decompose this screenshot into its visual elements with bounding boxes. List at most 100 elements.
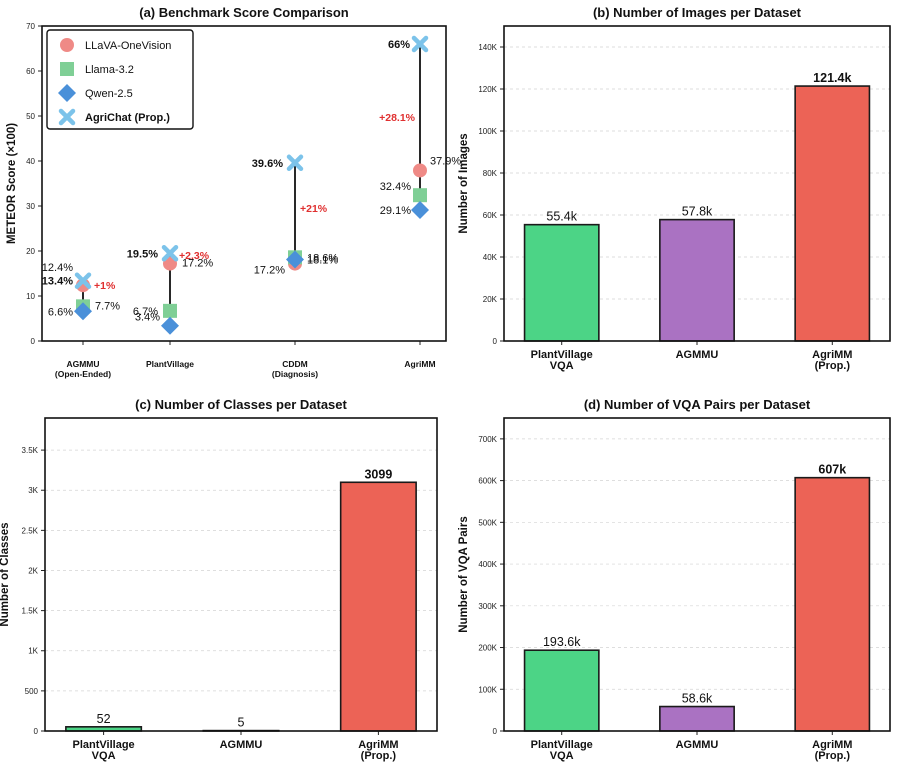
y-axis-label: Number of Classes (0, 522, 11, 626)
chart-title: (d) Number of VQA Pairs per Dataset (584, 397, 811, 412)
bar (523, 223, 600, 342)
delta-label: +28.1% (379, 112, 416, 124)
y-tick-label: 50 (26, 112, 35, 121)
y-tick-label: 10 (26, 292, 35, 301)
y-tick-label: 60 (26, 67, 35, 76)
bar-value-label: 607k (818, 463, 846, 477)
plot-frame (41, 25, 447, 342)
x-tick-label: CDDM (Diagnosis) (272, 359, 318, 379)
x-tick-label: AgriMM (404, 359, 435, 369)
value-label: 3.4% (135, 312, 160, 324)
x-marker-stroke (161, 245, 179, 262)
legend: LLaVA-OneVision Llama-3.2 Qwen-2.5 AgriChat… (46, 29, 194, 130)
plot-frame (503, 417, 891, 732)
value-label: 7.7% (95, 300, 120, 312)
bar-value-label: 52 (97, 712, 111, 726)
y-tick-label: 30 (26, 202, 35, 211)
y-axis-label: Number of Images (458, 133, 470, 233)
y-tick-label: 100K (478, 127, 497, 136)
y-tick-label: 600K (478, 477, 497, 486)
x-tick-label: PlantVillage VQA (73, 739, 135, 762)
value-label: 66% (388, 39, 410, 51)
y-tick-label: 60K (483, 211, 498, 220)
value-label: 17.2% (182, 258, 213, 270)
bar-value-label: 57.8k (682, 205, 713, 219)
point-square (163, 303, 177, 318)
y-tick-label: 300K (478, 602, 497, 611)
value-label: 32.4% (380, 181, 411, 193)
x-marker-stroke (74, 272, 92, 289)
x-tick-label: AgriMM (Prop.) (812, 349, 852, 372)
point-circle (413, 163, 427, 178)
point-x (161, 245, 179, 262)
delta-label: +21% (300, 203, 328, 215)
x-tick-label: PlantVillage VQA (531, 739, 593, 762)
bar (523, 649, 600, 732)
y-tick-label: 1K (28, 647, 38, 656)
y-tick-label: 140K (478, 43, 497, 52)
bar (794, 476, 871, 732)
y-tick-label: 2K (28, 566, 38, 575)
value-label: 39.6% (252, 158, 283, 170)
bar-value-label: 121.4k (813, 71, 851, 85)
legend-label: Llama-3.2 (85, 64, 134, 76)
y-tick-label: 400K (478, 560, 497, 569)
point-circle (163, 256, 177, 271)
point-square (413, 188, 427, 203)
y-tick-label: 120K (478, 85, 497, 94)
y-tick-label: 3.5K (22, 446, 39, 455)
y-tick-label: 70 (26, 22, 35, 31)
point-diamond (74, 302, 92, 321)
bar-value-label: 193.6k (543, 635, 581, 649)
y-tick-label: 40K (483, 253, 498, 262)
panel-benchmark-score: (a) Benchmark Score Comparison METEOR Sco… (6, 5, 461, 379)
legend-marker-square (60, 62, 74, 76)
delta-label: +1% (94, 280, 116, 292)
value-label: 29.1% (380, 205, 411, 217)
point-x (286, 154, 304, 172)
bar-value-label: 3099 (364, 467, 392, 481)
legend-label: Qwen-2.5 (85, 88, 133, 100)
x-tick-label: PlantVillage VQA (531, 349, 593, 372)
y-tick-label: 0 (31, 337, 36, 346)
y-tick-label: 500 (25, 687, 39, 696)
bar (339, 481, 417, 732)
y-tick-label: 3K (28, 486, 38, 495)
x-tick-label: AGMMU (220, 739, 263, 751)
value-label: 19.5% (127, 248, 158, 260)
y-axis-label: METEOR Score (×100) (6, 123, 18, 244)
value-label: 12.4% (42, 262, 73, 274)
y-tick-label: 100K (478, 685, 497, 694)
value-label: 18.6% (307, 252, 338, 264)
bar (659, 218, 735, 342)
y-tick-label: 500K (478, 518, 497, 527)
chart-title: (c) Number of Classes per Dataset (135, 397, 347, 412)
bar-value-label: 55.4k (546, 210, 577, 224)
x-tick-label: AgriMM (Prop.) (812, 739, 852, 762)
x-tick-label: AGMMU (676, 739, 719, 751)
y-tick-label: 0 (493, 337, 498, 346)
x-tick-label: AgriMM (Prop.) (358, 739, 398, 762)
y-tick-label: 40 (26, 157, 35, 166)
point-diamond (411, 201, 429, 220)
delta-label: +2.3% (179, 250, 210, 262)
x-tick-label: AGMMU (676, 349, 719, 361)
legend-marker-diamond (58, 84, 76, 102)
bar-value-label: 5 (238, 716, 245, 730)
x-marker-stroke (286, 154, 304, 172)
legend-label: AgriChat (Prop.) (85, 112, 170, 124)
y-tick-label: 20K (483, 295, 498, 304)
y-tick-label: 200K (478, 644, 497, 653)
value-label: 6.6% (48, 306, 73, 318)
y-tick-label: 0 (493, 727, 498, 736)
plot-frame (503, 25, 891, 342)
y-tick-label: 700K (478, 435, 497, 444)
y-tick-label: 80K (483, 169, 498, 178)
y-tick-label: 0 (34, 727, 39, 736)
panel-classes-per-dataset: (c) Number of Classes per Dataset Number … (0, 397, 438, 762)
point-diamond (286, 250, 304, 269)
x-tick-label: AGMMU (Open-Ended) (55, 359, 111, 379)
panel-vqa-pairs-per-dataset: (d) Number of VQA Pairs per Dataset Numbe… (458, 397, 891, 762)
value-label: 17.2% (254, 265, 285, 277)
